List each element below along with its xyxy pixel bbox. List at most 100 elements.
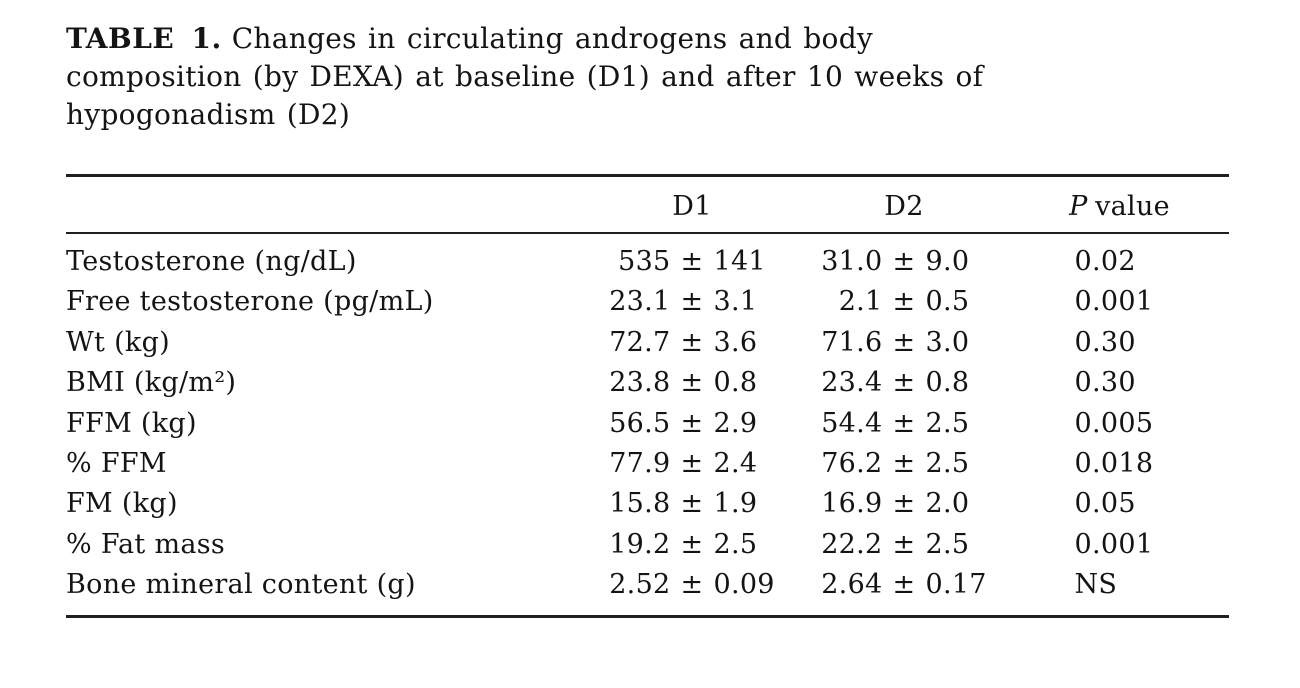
row-label: % FFM: [66, 448, 167, 480]
table-row-bone-mineral-content: Bone mineral content (g) 2.52 ±0.09 2.64 ±…: [66, 565, 1229, 616]
table-row-fm: FM (kg) 15.8 ±1.9 16.9 ±2.0 0.05: [66, 484, 1229, 524]
table-row-pct-ffm: % FFM 77.9 ±2.4 76.2 ±2.5 0.018: [66, 444, 1229, 484]
d1-value: 2.52 ±0.09: [586, 565, 798, 616]
d2-sd: 0.17: [925, 569, 987, 601]
d2-value: 54.4 ±2.5: [798, 404, 1010, 444]
table-row-bmi: BMI (kg/m²) 23.8 ±0.8 23.4 ±0.8 0.30: [66, 363, 1229, 403]
d2-mean: 22.2: [821, 528, 883, 560]
d1-mean: 2.52: [609, 569, 671, 601]
d2-mean: 76.2: [821, 448, 883, 480]
caption-line-1: Changes in circulating androgens and bod…: [231, 22, 874, 55]
d1-value: 23.8 ±0.8: [586, 363, 798, 403]
plus-minus-sign: ±: [892, 326, 916, 358]
plus-minus-sign: ±: [680, 407, 704, 439]
d1-mean: 23.8: [609, 367, 671, 399]
plus-minus-sign: ±: [680, 488, 704, 520]
d2-value: 16.9 ±2.0: [798, 484, 1010, 524]
d2-sd: 2.5: [925, 528, 970, 560]
d2-mean: 16.9: [821, 488, 883, 520]
d1-value: 77.9 ±2.4: [586, 444, 798, 484]
d2-value: 2.64 ±0.17: [798, 565, 1010, 616]
header-d2: D2: [798, 175, 1010, 234]
row-label: Free testosterone (pg/mL): [66, 286, 434, 318]
d1-sd: 1.9: [713, 488, 758, 520]
caption-label: TABLE 1.: [66, 22, 222, 55]
d1-mean: 56.5: [609, 407, 671, 439]
table-body: Testosterone (ng/dL) 535 ±141 31.0 ±9.0 0.…: [66, 233, 1229, 616]
plus-minus-sign: ±: [680, 528, 704, 560]
d2-mean: 23.4: [821, 367, 883, 399]
table-row-pct-fat-mass: % Fat mass 19.2 ±2.5 22.2 ±2.5 0.001: [66, 525, 1229, 565]
row-label: Wt (kg): [66, 326, 170, 358]
table-caption: TABLE 1. Changes in circulating androgens…: [66, 20, 1186, 134]
plus-minus-sign: ±: [680, 286, 704, 318]
table-row-wt: Wt (kg) 72.7 ±3.6 71.6 ±3.0 0.30: [66, 323, 1229, 363]
header-p-symbol: P: [1069, 191, 1088, 222]
d2-value: 31.0 ±9.0: [798, 233, 1010, 282]
d2-sd: 3.0: [925, 326, 970, 358]
d1-mean: 15.8: [609, 488, 671, 520]
plus-minus-sign: ±: [892, 528, 916, 560]
header-d1: D1: [586, 175, 798, 234]
d1-value: 23.1 ±3.1: [586, 282, 798, 322]
p-value: 0.02: [1074, 246, 1136, 277]
d1-sd: 2.9: [713, 407, 758, 439]
d2-sd: 9.0: [925, 246, 970, 277]
d2-mean: 2.1: [838, 286, 883, 318]
d1-mean: 72.7: [609, 326, 671, 358]
plus-minus-sign: ±: [680, 326, 704, 358]
paper-page: TABLE 1. Changes in circulating androgens…: [66, 20, 1229, 618]
caption-line-2: composition (by DEXA) at baseline (D1) a…: [66, 60, 984, 93]
row-label: FM (kg): [66, 488, 178, 520]
d1-sd: 141: [713, 246, 766, 277]
d1-sd: 3.1: [713, 286, 758, 318]
d1-value: 72.7 ±3.6: [586, 323, 798, 363]
d2-sd: 0.5: [925, 286, 970, 318]
d2-mean: 31.0: [821, 246, 883, 277]
p-value: 0.30: [1074, 367, 1136, 399]
d1-mean: 535: [618, 246, 671, 277]
d1-sd: 3.6: [713, 326, 758, 358]
d2-sd: 2.0: [925, 488, 970, 520]
p-value: 0.30: [1074, 326, 1136, 358]
d1-mean: 77.9: [609, 448, 671, 480]
d1-sd: 0.8: [713, 367, 758, 399]
d2-mean: 54.4: [821, 407, 883, 439]
p-value: NS: [1074, 569, 1118, 601]
row-label: Testosterone (ng/dL): [66, 246, 357, 277]
d2-sd: 0.8: [925, 367, 970, 399]
header-empty: [66, 175, 586, 234]
plus-minus-sign: ±: [680, 448, 704, 480]
caption-line-3: hypogonadism (D2): [66, 98, 351, 131]
p-value: 0.05: [1074, 488, 1136, 520]
plus-minus-sign: ±: [892, 407, 916, 439]
d2-value: 71.6 ±3.0: [798, 323, 1010, 363]
d1-value: 56.5 ±2.9: [586, 404, 798, 444]
d2-sd: 2.5: [925, 407, 970, 439]
d2-mean: 2.64: [821, 569, 883, 601]
plus-minus-sign: ±: [680, 367, 704, 399]
plus-minus-sign: ±: [680, 569, 704, 601]
plus-minus-sign: ±: [892, 367, 916, 399]
d2-value: 76.2 ±2.5: [798, 444, 1010, 484]
d1-sd: 0.09: [713, 569, 775, 601]
d2-mean: 71.6: [821, 326, 883, 358]
d1-value: 15.8 ±1.9: [586, 484, 798, 524]
plus-minus-sign: ±: [892, 448, 916, 480]
plus-minus-sign: ±: [892, 569, 916, 601]
d1-sd: 2.4: [713, 448, 758, 480]
header-p-rest: value: [1095, 191, 1170, 222]
d2-sd: 2.5: [925, 448, 970, 480]
d2-value: 2.1 ±0.5: [798, 282, 1010, 322]
d1-sd: 2.5: [713, 528, 758, 560]
plus-minus-sign: ±: [892, 488, 916, 520]
plus-minus-sign: ±: [892, 286, 916, 318]
row-label: % Fat mass: [66, 528, 226, 560]
row-label: FFM (kg): [66, 407, 197, 439]
d1-value: 19.2 ±2.5: [586, 525, 798, 565]
d1-mean: 19.2: [609, 528, 671, 560]
